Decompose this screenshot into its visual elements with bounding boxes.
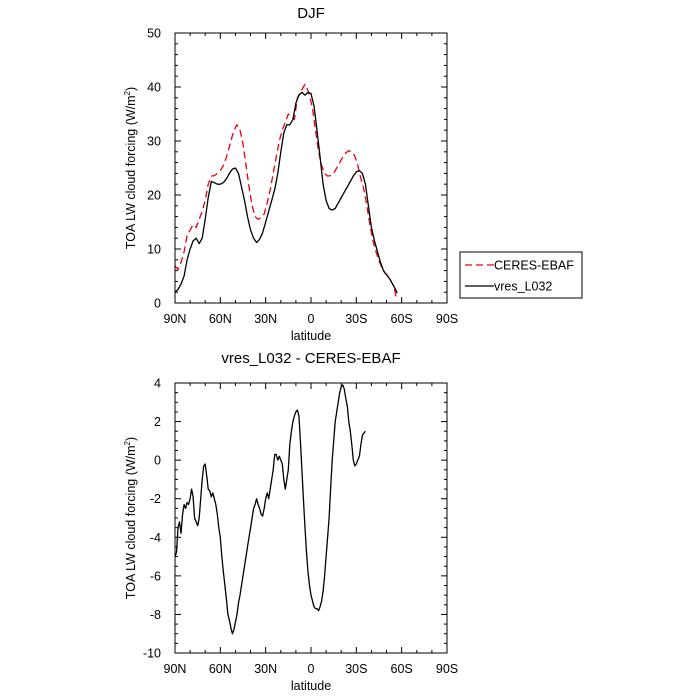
x-tick-label: 0 xyxy=(308,662,315,676)
series-line-vres-l032 xyxy=(175,91,398,294)
y-tick-label: -4 xyxy=(150,531,161,545)
chart-title: DJF xyxy=(297,5,325,22)
legend-label: CERES-EBAF xyxy=(494,259,574,273)
legend-box xyxy=(459,251,583,299)
y-tick-label: 4 xyxy=(154,377,161,391)
x-tick-label: 90S xyxy=(436,312,458,326)
y-tick-label: 2 xyxy=(154,415,161,429)
x-tick-label: 30S xyxy=(345,312,367,326)
chart-title: vres_L032 - CERES-EBAF xyxy=(221,350,400,367)
bottom-chart: vres_L032 - CERES-EBAF 90N 60N 30N 0 30S 60S 90… xyxy=(123,350,458,693)
series-line-difference xyxy=(175,384,366,635)
y-axis-label: TOA LW cloud forcing (W/m2) xyxy=(123,87,138,249)
y-tick-label: 20 xyxy=(147,189,161,203)
y-axis-label-sup: 2 xyxy=(123,90,132,95)
y-tick-label: 40 xyxy=(147,81,161,95)
plot-frame xyxy=(174,382,448,654)
plot-frame xyxy=(174,32,448,304)
x-tick-label: 60S xyxy=(391,312,413,326)
x-tick-label: 90N xyxy=(164,662,187,676)
y-axis-label-main: TOA LW cloud forcing (W/m xyxy=(124,445,138,599)
y-axis-label: TOA LW cloud forcing (W/m2) xyxy=(123,437,138,599)
y-tick-label: -2 xyxy=(150,492,161,506)
x-axis-label: latitude xyxy=(291,679,331,693)
y-axis-label-close: ) xyxy=(124,87,138,91)
x-tick-label: 30S xyxy=(345,662,367,676)
y-tick-label: -6 xyxy=(150,569,161,583)
y-axis-label-sup: 2 xyxy=(123,440,132,445)
x-tick-label: 30N xyxy=(254,312,277,326)
y-tick-label: 0 xyxy=(154,297,161,311)
y-tick-label: 30 xyxy=(147,135,161,149)
legend-label: vres_L032 xyxy=(494,280,552,294)
y-tick-label: -10 xyxy=(143,647,161,661)
x-tick-label: 60N xyxy=(209,662,232,676)
x-axis-label: latitude xyxy=(291,329,331,343)
x-tick-label: 90N xyxy=(164,312,187,326)
x-tick-label: 0 xyxy=(308,312,315,326)
y-tick-label: 50 xyxy=(147,27,161,41)
series-line-ceres-ebaf xyxy=(175,83,398,301)
y-axis-label-close: ) xyxy=(124,437,138,441)
x-tick-label: 90S xyxy=(436,662,458,676)
y-tick-label: 10 xyxy=(147,243,161,257)
y-tick-label: -8 xyxy=(150,608,161,622)
x-tick-label: 60N xyxy=(209,312,232,326)
top-chart: DJF 90N 60N 30N 0 30S 60S 90S 0 10 20 30 40 50 latitud… xyxy=(123,5,583,343)
y-tick-label: 0 xyxy=(154,454,161,468)
x-tick-label: 60S xyxy=(391,662,413,676)
y-axis-label-main: TOA LW cloud forcing (W/m xyxy=(124,95,138,249)
x-tick-label: 30N xyxy=(254,662,277,676)
